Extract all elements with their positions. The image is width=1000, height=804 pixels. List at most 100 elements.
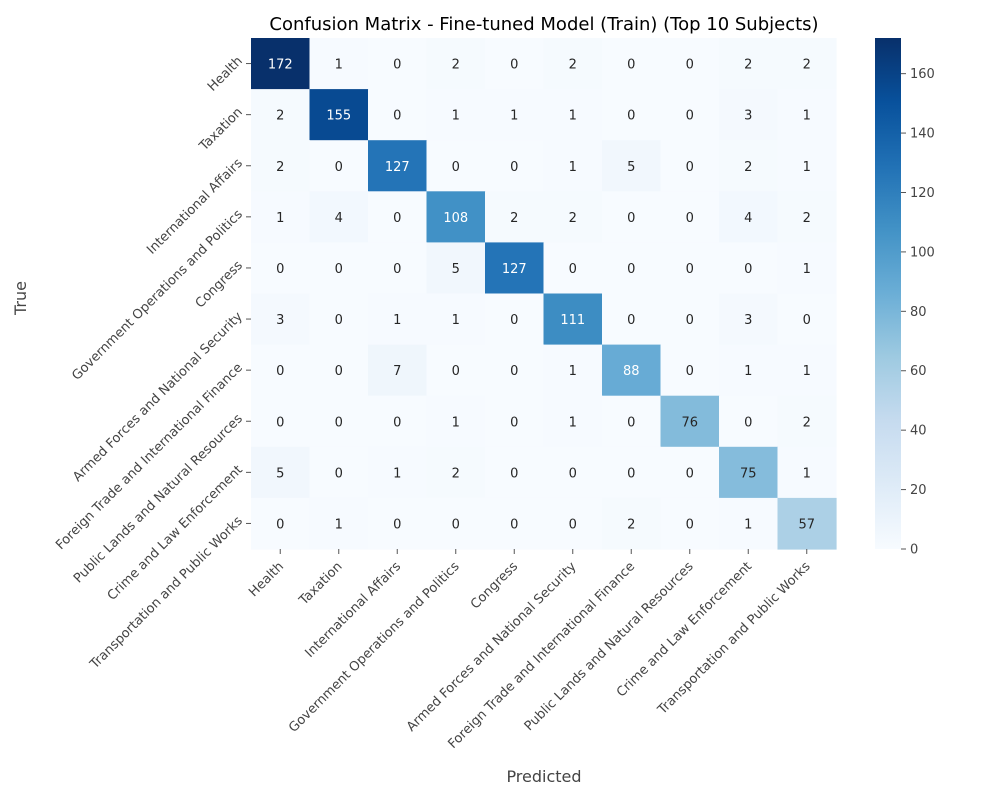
heatmap-cell xyxy=(777,344,837,397)
heatmap-cell xyxy=(660,344,720,397)
cell-value-label: 0 xyxy=(686,58,694,73)
heatmap-cell xyxy=(368,89,428,141)
cell-value-label: 0 xyxy=(276,364,284,379)
cell-value-label: 0 xyxy=(510,364,518,379)
colorbar: 0 20 40 60 80 100 120 140 160 xyxy=(875,38,935,558)
heatmap-cell xyxy=(485,140,545,192)
heatmap-cell xyxy=(368,395,428,448)
cell-value-label: 0 xyxy=(686,364,694,379)
cell-value-label: 0 xyxy=(803,313,811,328)
cell-value-label: 1 xyxy=(803,466,811,481)
heatmap-cell xyxy=(719,89,779,141)
heatmap-cell xyxy=(602,191,662,243)
heatmap-cell xyxy=(309,497,369,550)
heatmap-cell xyxy=(719,140,779,192)
heatmap-cell xyxy=(602,242,662,295)
cell-value-label: 1 xyxy=(744,364,752,379)
cell-value-label: 2 xyxy=(627,517,635,532)
heatmap-cell xyxy=(309,191,369,243)
colorbar-tick-label: 80 xyxy=(910,305,927,320)
heatmap-cell xyxy=(660,446,720,499)
x-tick-label: Health xyxy=(246,559,287,600)
cell-value-label: 0 xyxy=(627,58,635,73)
x-tick-label: Congress xyxy=(468,559,521,612)
colorbar-tick-label: 60 xyxy=(910,364,927,379)
heatmap-cell xyxy=(660,191,720,243)
y-tick-label: Taxation xyxy=(196,105,246,155)
heatmap-cell xyxy=(251,242,311,295)
heatmap-cell xyxy=(543,293,603,346)
heatmap-cell xyxy=(485,293,545,346)
colorbar-tick-label: 100 xyxy=(910,245,935,260)
cell-value-label: 0 xyxy=(686,466,694,481)
cell-value-label: 0 xyxy=(393,262,401,277)
cell-value-label: 0 xyxy=(510,466,518,481)
heatmap-cell xyxy=(719,497,779,550)
cell-value-label: 1 xyxy=(510,109,518,124)
heatmap-cell xyxy=(251,497,311,550)
cell-value-label: 2 xyxy=(744,160,752,175)
colorbar-tick-label: 160 xyxy=(910,67,935,82)
heatmap-cell xyxy=(719,191,779,243)
cell-value-label: 0 xyxy=(335,466,343,481)
colorbar-tick-label: 120 xyxy=(910,186,935,201)
cell-value-label: 0 xyxy=(335,364,343,379)
cell-value-label: 0 xyxy=(276,262,284,277)
heatmap-cells: 172 1 0 2 0 2 0 0 2 22 155 0 1 1 1 0 0 3 12 0 127 0 0 1 5 0 2 11 4 0 1… xyxy=(251,38,837,550)
cell-value-label: 2 xyxy=(510,211,518,226)
cell-value-label: 0 xyxy=(627,466,635,481)
heatmap-cell xyxy=(485,89,545,141)
heatmap-cell xyxy=(485,446,545,499)
heatmap-cell xyxy=(602,140,662,192)
cell-value-label: 0 xyxy=(335,415,343,430)
cell-value-label: 0 xyxy=(744,262,752,277)
heatmap-cell xyxy=(485,242,545,295)
heatmap-cell xyxy=(251,293,311,346)
cell-value-label: 1 xyxy=(803,160,811,175)
heatmap-cell xyxy=(602,497,662,550)
heatmap-cell xyxy=(719,395,779,448)
cell-value-label: 0 xyxy=(686,160,694,175)
cell-value-label: 1 xyxy=(803,109,811,124)
cell-value-label: 0 xyxy=(686,517,694,532)
heatmap-cell xyxy=(309,395,369,448)
heatmap-cell xyxy=(777,191,837,243)
cell-value-label: 1 xyxy=(393,313,401,328)
heatmap-cell xyxy=(660,293,720,346)
cell-value-label: 1 xyxy=(393,466,401,481)
heatmap-cell xyxy=(368,140,428,192)
cell-value-label: 0 xyxy=(452,364,460,379)
cell-value-label: 3 xyxy=(744,109,752,124)
cell-value-label: 0 xyxy=(686,313,694,328)
cell-value-label: 1 xyxy=(569,364,577,379)
heatmap-cell xyxy=(309,344,369,397)
cell-value-label: 2 xyxy=(452,58,460,73)
heatmap-cell xyxy=(485,38,545,90)
heatmap-cell xyxy=(309,89,369,141)
cell-value-label: 0 xyxy=(452,160,460,175)
heatmap-cell xyxy=(426,395,486,448)
cell-value-label: 2 xyxy=(276,160,284,175)
cell-value-label: 0 xyxy=(276,517,284,532)
y-axis-label: True xyxy=(11,281,30,316)
chart-title: Confusion Matrix - Fine-tuned Model (Tra… xyxy=(269,14,818,35)
cell-value-label: 0 xyxy=(510,160,518,175)
cell-value-label: 0 xyxy=(335,160,343,175)
heatmap-cell xyxy=(309,242,369,295)
heatmap-cell xyxy=(543,140,603,192)
heatmap-cell xyxy=(426,38,486,90)
heatmap-cell xyxy=(777,38,837,90)
cell-value-label: 2 xyxy=(803,58,811,73)
cell-value-label: 0 xyxy=(627,313,635,328)
heatmap-cell xyxy=(543,446,603,499)
heatmap-cell xyxy=(543,242,603,295)
heatmap-cell xyxy=(543,497,603,550)
heatmap-cell xyxy=(660,395,720,448)
cell-value-label: 0 xyxy=(393,517,401,532)
cell-value-label: 0 xyxy=(393,211,401,226)
cell-value-label: 108 xyxy=(443,211,468,226)
cell-value-label: 0 xyxy=(744,415,752,430)
heatmap-cell xyxy=(426,191,486,243)
heatmap-cell xyxy=(660,38,720,90)
cell-value-label: 5 xyxy=(627,160,635,175)
